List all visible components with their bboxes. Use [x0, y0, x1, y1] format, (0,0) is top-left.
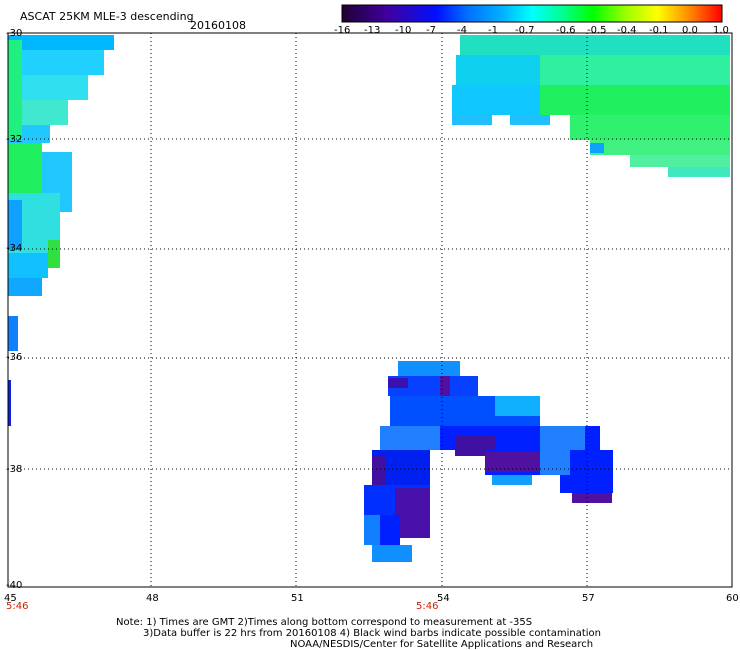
note-line-1: Note: 1) Times are GMT 2)Times along bot… [116, 617, 533, 628]
x-axis-label: 60 [726, 593, 739, 604]
map-frame [7, 32, 733, 588]
colorbar-label: -7 [426, 25, 436, 36]
colorbar-label: -13 [364, 25, 381, 36]
y-axis-label: -36 [6, 352, 23, 363]
colorbar-label: -0.4 [617, 25, 637, 36]
colorbar-label: -4 [457, 25, 467, 36]
colorbar-label: -1 [488, 25, 498, 36]
y-axis-label: -40 [6, 580, 23, 591]
colorbar-label: -0.6 [556, 25, 576, 36]
y-axis-label: -38 [6, 464, 23, 475]
colorbar-label: -0.5 [587, 25, 607, 36]
colorbar-label: -16 [334, 25, 351, 36]
wind-swaths [8, 35, 730, 562]
colorbar-label: -10 [395, 25, 412, 36]
time-label: 5:46 [416, 601, 439, 612]
colorbar-label: 1.0 [713, 25, 729, 36]
x-axis-label: 51 [291, 593, 304, 604]
colorbar [341, 4, 723, 23]
graticule [8, 33, 732, 587]
colorbar-label: -0.1 [649, 25, 669, 36]
x-axis-label: 54 [437, 593, 450, 604]
note-line-2: 3)Data buffer is 22 hrs from 20160108 4)… [143, 628, 601, 639]
x-axis-label: 48 [146, 593, 159, 604]
time-label: 5:46 [6, 601, 29, 612]
y-axis-label: -34 [6, 243, 23, 254]
y-axis-label: -30 [6, 28, 23, 39]
colorbar-label: -0.7 [515, 25, 535, 36]
colorbar-label: 0.0 [682, 25, 698, 36]
product-title: ASCAT 25KM MLE-3 descending [20, 10, 194, 23]
product-date: 20160108 [190, 19, 246, 32]
y-axis-label: -32 [6, 134, 23, 145]
x-axis-label: 57 [582, 593, 595, 604]
note-line-3: NOAA/NESDIS/Center for Satellite Applica… [290, 639, 594, 650]
x-axis-label: 45 [4, 593, 17, 604]
